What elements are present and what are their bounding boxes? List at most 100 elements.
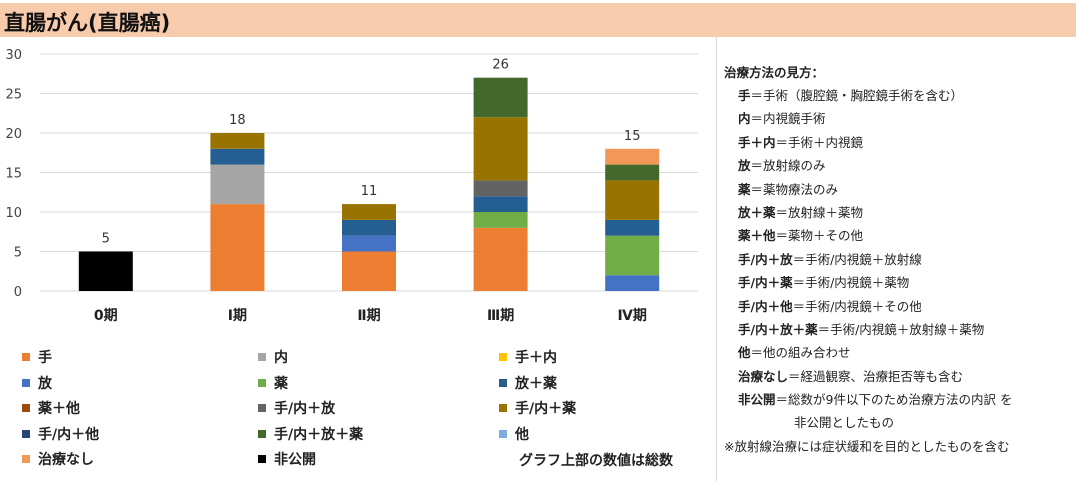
notes-item-text: ＝薬物療法のみ [750, 181, 839, 197]
bar-segment [78, 251, 133, 291]
notes-item-key: 内 [738, 111, 751, 127]
legend-item: 非公開 [258, 449, 316, 469]
bar-segment [210, 204, 265, 291]
legend-label: 内 [274, 350, 288, 366]
legend-swatch [499, 404, 507, 412]
bar-segment [473, 117, 528, 181]
legend-swatch [499, 429, 507, 438]
bar-segment [605, 219, 660, 236]
legend-item: 薬＋他 [22, 398, 80, 418]
legend-swatch [258, 378, 266, 387]
legend-label: 手/内＋放 [274, 401, 336, 417]
total-label: 11 [361, 184, 378, 199]
notes-item: 手＝手術（腹腔鏡・胸腔鏡手術を含む） [724, 84, 1074, 107]
legend-swatch [499, 353, 507, 361]
notes-item-text: ＝手術（腹腔鏡・胸腔鏡手術を含む） [750, 88, 964, 103]
notes-item-text: ＝手術/内視鏡＋薬物 [792, 275, 910, 291]
notes-item-text: ＝薬物＋その他 [775, 228, 864, 244]
legend-label: 放＋薬 [515, 375, 557, 392]
legend-item: 手/内＋放 [258, 398, 335, 418]
notes-item-key: 手 [738, 88, 751, 103]
notes-item-text: ＝放射線のみ [750, 158, 826, 174]
bar-segment [473, 212, 528, 228]
legend-item: 手/内＋薬 [499, 398, 576, 418]
bar-segment [210, 133, 265, 149]
legend-label: 手 [38, 350, 52, 366]
treatment-notes: 治療方法の見方： 手＝手術（腹腔鏡・胸腔鏡手術を含む） 内＝内視鏡手術 手＋内＝手術… [724, 62, 1074, 458]
notes-item-key: 他 [738, 345, 751, 361]
notes-item-key: 薬＋他 [738, 228, 776, 244]
legend-label: 薬 [274, 375, 288, 392]
bar-segment [605, 164, 660, 181]
legend-label: 薬＋他 [38, 401, 80, 417]
notes-item-text: ＝手術/内視鏡＋その他 [792, 298, 922, 314]
notes-item-text: ＝内視鏡手術 [750, 111, 826, 127]
stacked-bar-chart: 0 5 10 15 20 25 30 5 0期 18 Ⅰ期 11 Ⅱ期 26 Ⅲ期 15 Ⅳ期 [5, 48, 698, 324]
legend-label: 手/内＋他 [38, 426, 100, 443]
notes-item-key: 手/内＋薬 [738, 275, 793, 291]
notes-item-key: 放 [738, 158, 751, 174]
bar-segment [210, 148, 265, 165]
y-tick-label: 0 [14, 285, 22, 300]
legend-swatch [22, 429, 30, 438]
legend-item: 治療なし [22, 449, 94, 469]
bar-segment [342, 235, 396, 252]
notes-item-text: ＝経過観察、治療拒否等も含む [788, 368, 964, 384]
total-label: 15 [624, 129, 641, 144]
notes-item-key: 治療なし [738, 368, 789, 384]
total-label: 26 [492, 58, 509, 73]
notes-item-key: 手＋内 [738, 134, 776, 150]
notes-item: 手/内＋放＋薬＝手術/内視鏡＋放射線＋薬物 [724, 318, 1074, 341]
bar-segment [605, 275, 660, 291]
notes-continuation: 非公開としたもの [794, 415, 895, 431]
notes-item: 薬＝薬物療法のみ [724, 178, 1074, 201]
notes-heading: 治療方法の見方： [724, 65, 825, 80]
x-tick-label: Ⅱ期 [357, 308, 380, 324]
x-tick-label: Ⅰ期 [228, 308, 247, 324]
y-tick-label: 30 [5, 48, 22, 63]
bar-segment [473, 180, 528, 197]
notes-item: 放＋薬＝放射線＋薬物 [724, 201, 1074, 224]
notes-item: 内＝内視鏡手術 [724, 107, 1074, 130]
notes-item: 手/内＋放＝手術/内視鏡＋放射線 [724, 248, 1074, 271]
y-tick-label: 25 [5, 88, 22, 103]
legend-item: 手/内＋他 [22, 424, 99, 444]
y-tick-label: 5 [14, 246, 22, 261]
legend-item: 薬 [258, 373, 288, 393]
bar-segment [342, 219, 396, 236]
legend-swatch [258, 353, 266, 361]
total-label: 5 [102, 232, 110, 247]
notes-item-text: ＝他の組み合わせ [750, 345, 851, 361]
legend-item: 手/内＋放＋薬 [258, 424, 363, 444]
legend-note: グラフ上部の数値は総数 [519, 453, 673, 469]
notes-item-text: ＝総数が9件以下のため治療方法の内訳 を [775, 392, 1013, 408]
legend-label: 他 [515, 426, 529, 443]
x-tick-label: Ⅲ期 [487, 308, 514, 324]
legend-swatch [499, 378, 507, 387]
legend-label: 手＋内 [515, 350, 557, 366]
legend-item: 内 [258, 347, 288, 367]
title-bar: 直腸がん(直腸癌) [0, 3, 1076, 37]
legend-swatch [22, 404, 30, 412]
notes-item-key: 放＋薬 [738, 204, 776, 220]
legend-label: 手/内＋薬 [515, 401, 577, 417]
legend-item: 手 [22, 347, 52, 367]
notes-footnote: ※放射線治療には症状緩和を目的としたものを含む [724, 438, 1010, 454]
notes-item-key: 手/内＋放＋薬 [738, 321, 818, 337]
bar-segment [210, 164, 265, 205]
legend-swatch [22, 353, 30, 361]
notes-item: 手＋内＝手術＋内視鏡 [724, 131, 1074, 154]
notes-item-text: ＝手術/内視鏡＋放射線＋薬物 [817, 321, 985, 337]
bar-segment [473, 196, 528, 212]
notes-item: 手/内＋他＝手術/内視鏡＋その他 [724, 295, 1074, 318]
legend-swatch [258, 429, 266, 438]
notes-item-key: 薬 [738, 181, 751, 197]
legend-label: 治療なし [38, 452, 94, 468]
bar-segment [342, 204, 396, 220]
bar-segment [473, 77, 528, 118]
chart-area: 0 5 10 15 20 25 30 5 0期 18 Ⅰ期 11 Ⅱ期 26 Ⅲ期 15 Ⅳ期 グラフ上部の数値… [0, 37, 717, 481]
legend-swatch [22, 455, 30, 463]
notes-item: 薬＋他＝薬物＋その他 [724, 224, 1074, 247]
notes-item-text: ＝手術/内視鏡＋放射線 [792, 251, 922, 267]
total-label: 18 [229, 113, 246, 128]
